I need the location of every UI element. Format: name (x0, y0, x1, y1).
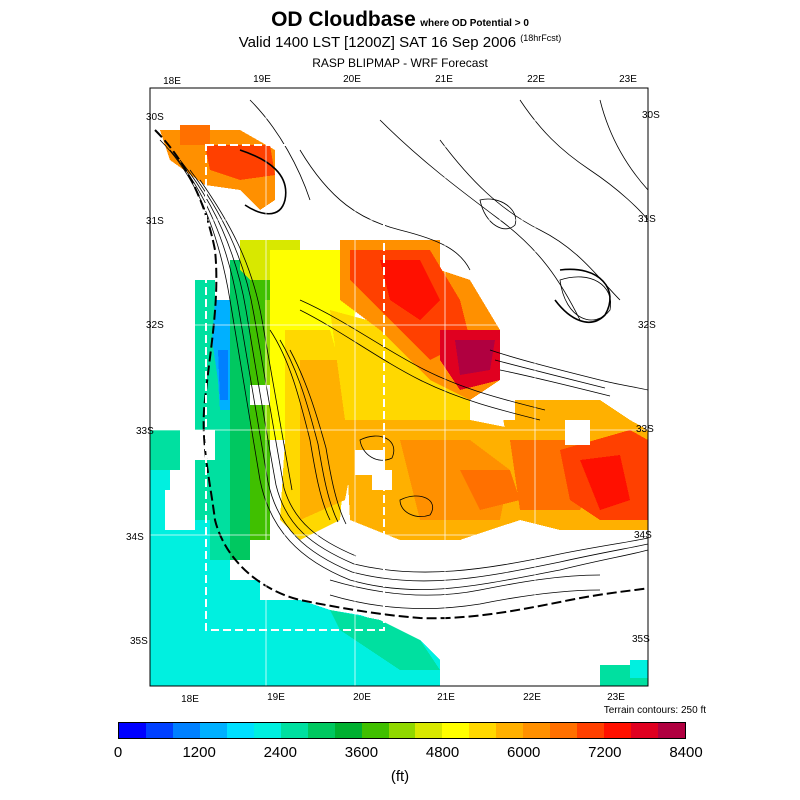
map-panel: 18E 19E 20E 21E 22E 23E 18E 19E 20E 21E … (126, 74, 660, 705)
colorbar-tick-label: 8400 (669, 744, 703, 761)
cloudbase-field (150, 125, 648, 686)
colorbar-tick-label: 2400 (263, 744, 297, 761)
map-frame (149, 87, 649, 687)
model-name: RASP BLIPMAP - WRF Forecast (312, 56, 488, 70)
colorbar-cell (334, 723, 362, 738)
lon-label-top: 23E (619, 74, 637, 85)
colorbar-cell (172, 723, 200, 738)
lon-label-bottom: 22E (523, 692, 541, 703)
colorbar-tick-label: 7200 (588, 744, 622, 761)
colorbar-cell (119, 723, 146, 738)
map-title: OD Cloudbase where OD Potential > 0 (0, 8, 800, 32)
colorbar-cell (550, 723, 578, 738)
lat-label-left: 34S (126, 532, 144, 543)
colorbar-tick-label: 1200 (182, 744, 216, 761)
colorbar-cell (280, 723, 308, 738)
colorbar-cell (415, 723, 443, 738)
lat-label-left: 31S (146, 216, 164, 227)
colorbar-cell (361, 723, 389, 738)
colorbar-tick-label: 0 (113, 744, 123, 761)
lat-label-right: 35S (632, 634, 650, 645)
colorbar-cell (307, 723, 335, 738)
valid-text: Valid 1400 LST [1200Z] SAT 16 Sep 2006 (238, 34, 517, 51)
colorbar-cell (604, 723, 632, 738)
graticule (150, 88, 648, 686)
colorbar-cell (226, 723, 254, 738)
title-main: OD Cloudbase (271, 8, 416, 31)
lon-label-top: 22E (527, 74, 545, 85)
thick-contour (239, 149, 287, 215)
terrain-contour-note: Terrain contours: 250 ft (603, 705, 706, 716)
colorbar-tick-label: 3600 (344, 744, 379, 761)
lat-label-right: 33S (636, 424, 654, 435)
colorbar-units: (ft) (390, 768, 410, 785)
forecast-hour: (18hrFcst) (520, 33, 562, 43)
lon-label-bottom: 21E (437, 692, 455, 703)
valid-time: Valid 1400 LST [1200Z] SAT 16 Sep 2006 (… (0, 33, 800, 51)
colorbar-tick-label: 6000 (507, 744, 541, 761)
coastline (154, 129, 648, 620)
colorbar-cell (253, 723, 281, 738)
lat-label-right: 32S (638, 320, 656, 331)
colorbar-tick-label: 4800 (425, 744, 460, 761)
colorbar-cell (145, 723, 173, 738)
thick-contour (554, 268, 611, 324)
lon-label-bottom: 23E (607, 692, 625, 703)
lon-label-bottom: 18E (181, 694, 199, 705)
lat-label-left: 33S (136, 426, 154, 437)
title-qualifier: where OD Potential > 0 (420, 18, 529, 29)
colorbar-cell (442, 723, 470, 738)
lat-label-right: 31S (638, 214, 656, 225)
colorbar-cell (631, 723, 659, 738)
lat-label-left: 30S (146, 112, 164, 123)
lat-label-left: 32S (146, 320, 164, 331)
lat-label-right: 34S (634, 530, 652, 541)
lon-label-bottom: 20E (353, 692, 371, 703)
lat-label-left: 35S (130, 636, 148, 647)
lon-label-bottom: 19E (267, 692, 285, 703)
lon-label-top: 18E (163, 76, 181, 87)
colorbar-cell (496, 723, 524, 738)
lon-label-top: 20E (343, 74, 361, 85)
lat-label-right: 30S (642, 110, 660, 121)
colorbar-cell (469, 723, 497, 738)
lon-label-top: 19E (253, 74, 271, 85)
colorbar (118, 722, 686, 739)
colorbar-ticks: 0 1200 2400 3600 4800 6000 7200 8400 (0, 744, 800, 764)
colorbar-cell (523, 723, 551, 738)
lon-label-top: 21E (435, 74, 453, 85)
colorbar-cell (577, 723, 605, 738)
inner-domain-box (205, 144, 385, 631)
colorbar-cell (388, 723, 416, 738)
colorbar-cell (658, 723, 686, 738)
colorbar-cell (199, 723, 227, 738)
